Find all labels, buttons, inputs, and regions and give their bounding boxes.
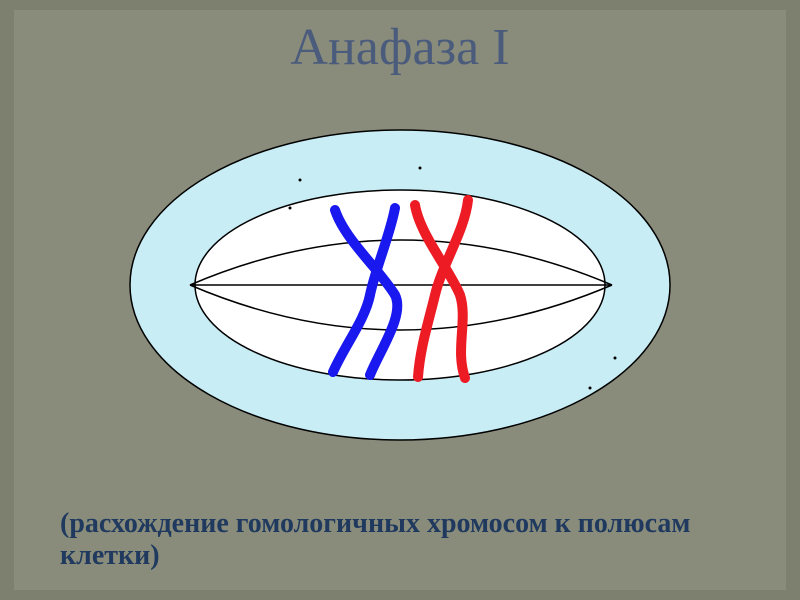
slide-subtitle: (расхождение гомологичных хромосом к пол… [60, 508, 740, 572]
cell-diagram [120, 120, 680, 450]
slide-title: Анафаза I [0, 18, 800, 77]
